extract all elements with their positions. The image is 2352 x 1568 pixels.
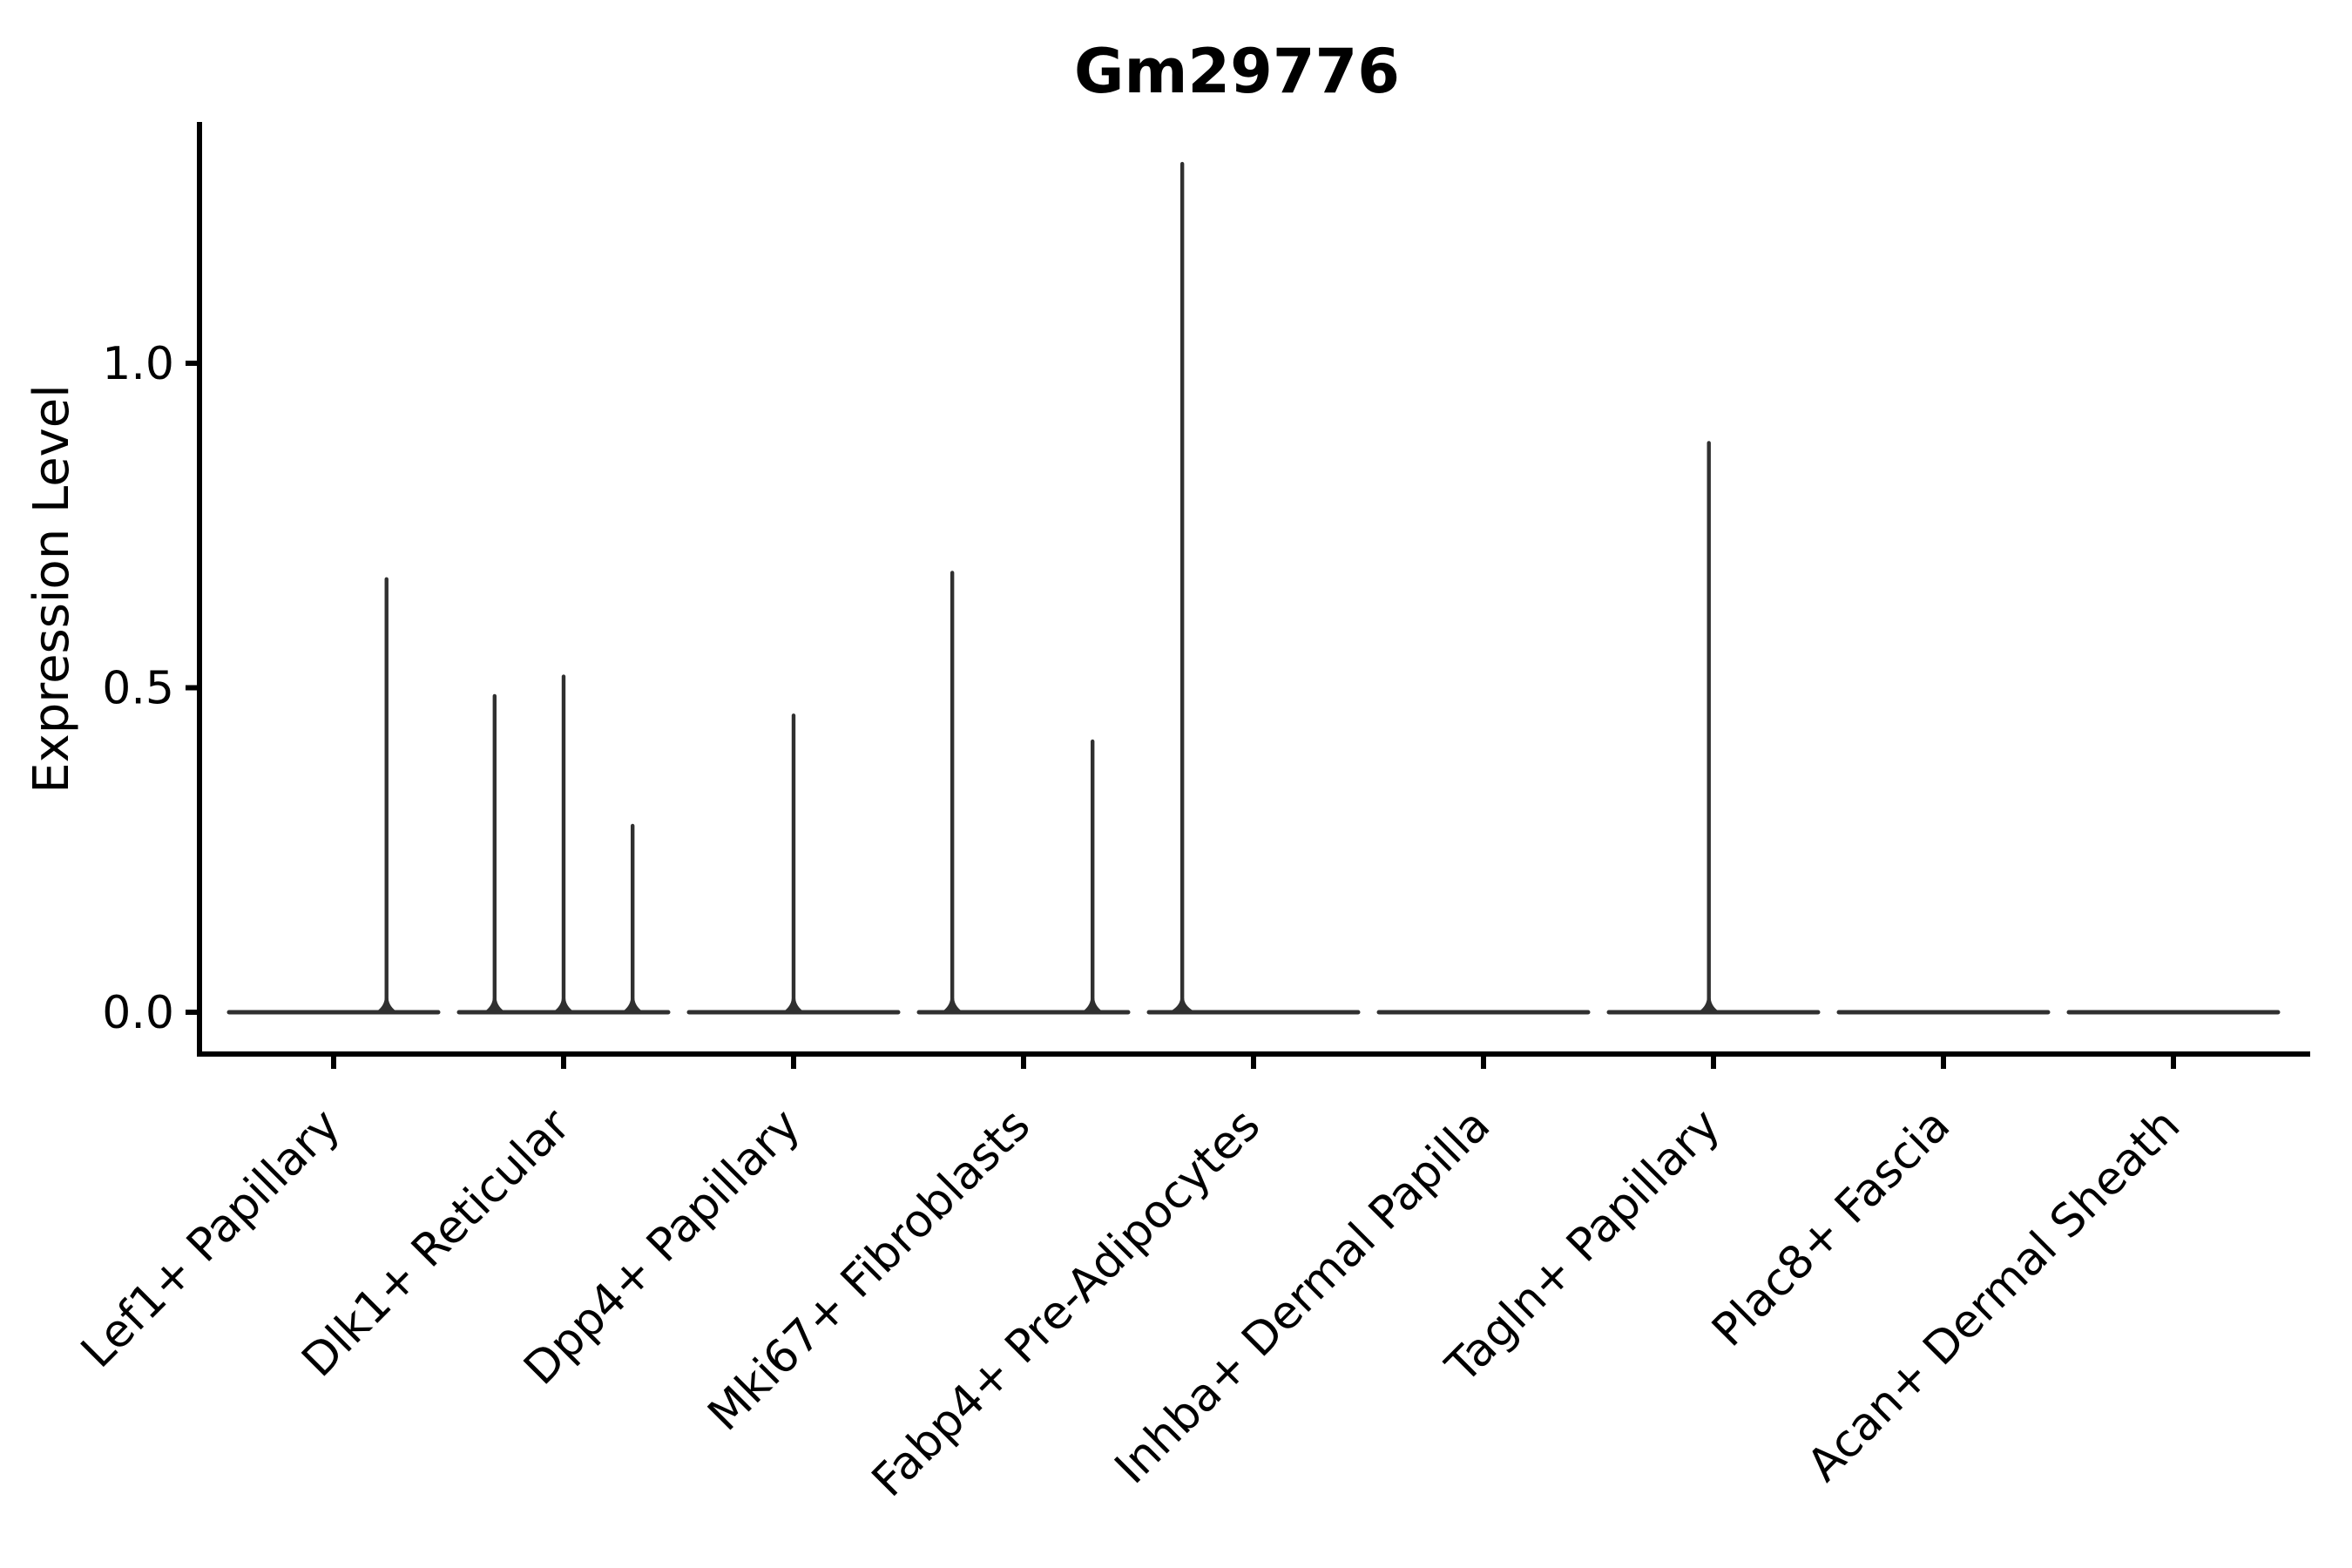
violin: [226, 577, 441, 1015]
x-tick-label: Acan+ Dermal Sheath: [1798, 1099, 2191, 1492]
x-tick-label: Plac8+ Fascia: [1702, 1099, 1960, 1357]
violin: [1606, 441, 1821, 1015]
violin-layer: [226, 161, 2281, 1015]
violin: [1146, 161, 1361, 1015]
y-tick-label: 0.5: [102, 663, 174, 715]
y-tick-label: 0.0: [102, 987, 174, 1039]
violin: [686, 713, 901, 1015]
x-tick-label: Inhba+ Dermal Papilla: [1105, 1099, 1500, 1494]
x-tick-label: Fabp4+ Pre-Adipocytes: [862, 1099, 1270, 1507]
violin: [456, 674, 671, 1015]
violin: [916, 571, 1131, 1015]
y-tick-label: 1.0: [102, 338, 174, 390]
chart-title: Gm29776: [1074, 36, 1400, 107]
axis-spines: [197, 122, 2310, 1057]
y-axis-label: Expression Level: [24, 384, 80, 794]
